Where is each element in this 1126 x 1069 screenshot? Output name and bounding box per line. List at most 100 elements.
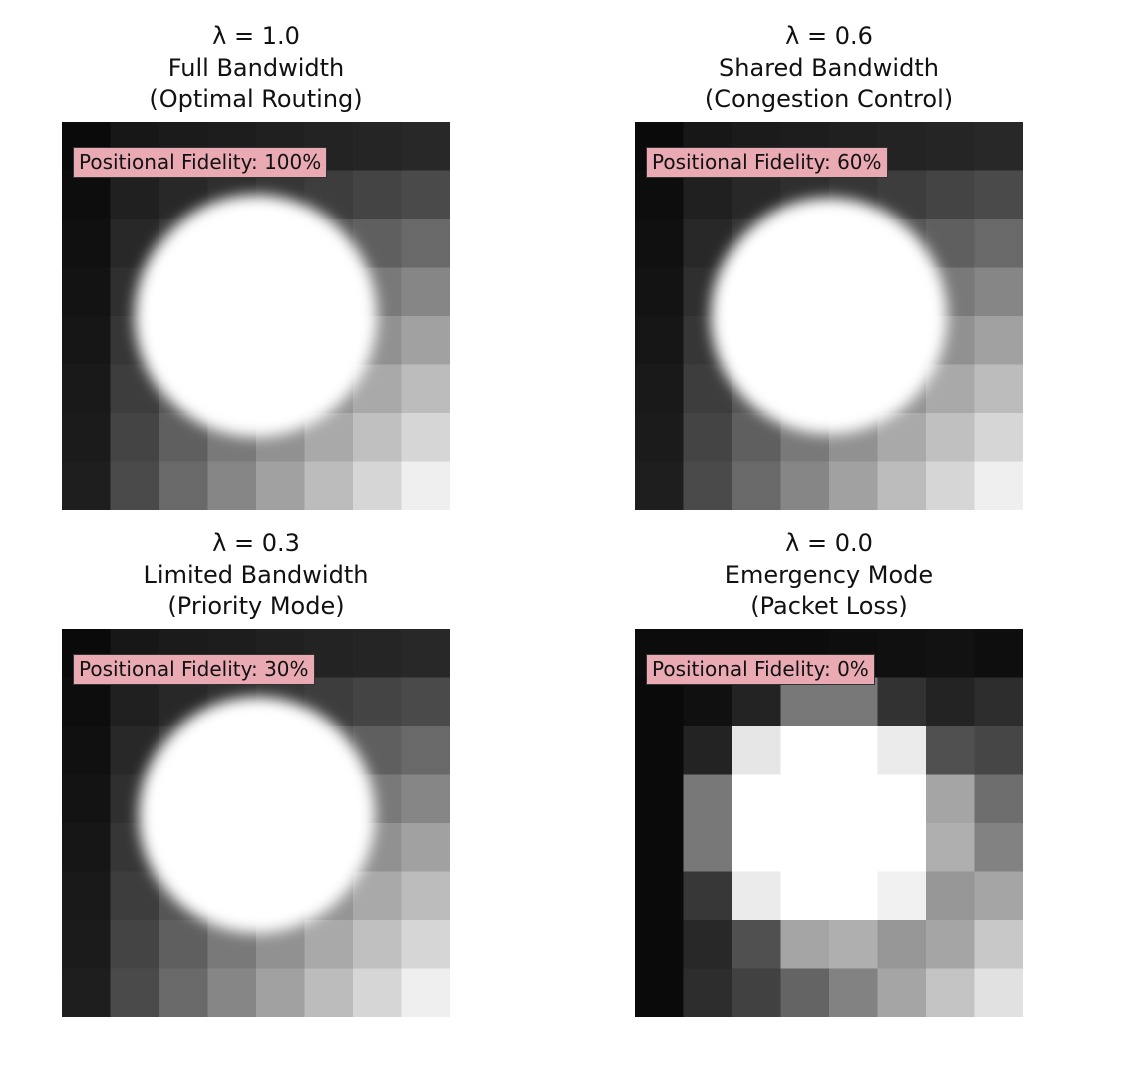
title-line: Limited Bandwidth	[143, 560, 369, 589]
pixel	[304, 461, 354, 510]
pixel	[353, 871, 402, 921]
pixel	[62, 364, 111, 414]
pixel	[635, 364, 684, 414]
pixel	[926, 823, 975, 872]
pixel	[401, 774, 450, 824]
pixel	[974, 726, 1023, 775]
pixel	[635, 170, 684, 220]
pixel	[62, 219, 111, 268]
pixel	[974, 677, 1023, 727]
pixel	[401, 267, 450, 317]
pixel	[780, 461, 830, 510]
pixel	[110, 968, 160, 1017]
pixel	[780, 968, 830, 1017]
pixel	[401, 968, 450, 1017]
pixel	[926, 677, 975, 727]
pixel	[635, 413, 684, 462]
pixel	[401, 461, 450, 510]
pixel	[829, 726, 878, 775]
pixel	[926, 629, 975, 678]
title-line: Emergency Mode	[724, 560, 934, 589]
pixel	[732, 726, 781, 775]
pixel	[207, 461, 257, 510]
panel-image	[62, 629, 450, 1017]
pixel	[877, 461, 927, 510]
title-line: (Optimal Routing)	[149, 85, 363, 113]
pixel	[877, 413, 927, 462]
pixel	[732, 871, 781, 921]
title-line: λ = 1.0	[212, 22, 300, 50]
pixel	[926, 122, 975, 171]
pixel	[926, 364, 975, 414]
pixel	[401, 920, 450, 969]
pixel	[829, 968, 878, 1017]
pixel	[635, 920, 684, 969]
pixel	[683, 219, 733, 268]
pixel	[683, 461, 733, 510]
pixel	[353, 968, 402, 1017]
pixel	[401, 316, 450, 365]
pixel	[974, 920, 1023, 969]
pixel	[353, 461, 402, 510]
pixel	[110, 170, 160, 220]
pixel	[877, 629, 927, 678]
pixel	[353, 677, 402, 727]
pixel	[401, 677, 450, 727]
pixel	[829, 823, 878, 872]
pixel	[732, 461, 781, 510]
pixel	[304, 920, 354, 969]
pixel	[353, 413, 402, 462]
title-line: λ = 0.0	[785, 529, 873, 557]
pixel	[635, 316, 684, 365]
pixel	[635, 774, 684, 824]
pixel	[683, 871, 733, 921]
title-line: λ = 0.3	[212, 529, 300, 557]
pixel	[829, 871, 878, 921]
pixel	[635, 871, 684, 921]
pixel	[780, 726, 830, 775]
pixel	[683, 364, 733, 414]
pixel	[62, 823, 111, 872]
pixel	[207, 968, 257, 1017]
pixel	[62, 461, 111, 510]
pixel	[732, 968, 781, 1017]
pixel	[635, 461, 684, 510]
pixel	[974, 871, 1023, 921]
pixel	[780, 774, 830, 824]
panel-image	[635, 122, 1023, 510]
pixel	[974, 122, 1023, 171]
pixel	[877, 968, 927, 1017]
pixel	[110, 920, 160, 969]
pixel	[683, 920, 733, 969]
pixel	[683, 774, 733, 824]
panel-title: λ = 0.6 Shared Bandwidth (Congestion Contr…	[635, 21, 1023, 116]
pixel	[732, 823, 781, 872]
pixel	[974, 968, 1023, 1017]
pixel	[635, 823, 684, 872]
pixel	[732, 413, 781, 462]
pixel	[974, 629, 1023, 678]
pixel	[732, 774, 781, 824]
pixel	[683, 413, 733, 462]
pixel	[62, 871, 111, 921]
pixel	[110, 413, 160, 462]
title-line: (Congestion Control)	[704, 85, 954, 113]
pixel	[62, 774, 111, 824]
pixel	[62, 968, 111, 1017]
fidelity-badge: Positional Fidelity: 60%	[646, 147, 888, 178]
pixel	[877, 920, 927, 969]
title-line: Shared Bandwidth	[719, 53, 939, 82]
pixel	[877, 823, 927, 872]
pixel	[256, 461, 305, 510]
pixel	[683, 968, 733, 1017]
panel-title: λ = 0.3 Limited Bandwidth (Priority Mode)	[62, 528, 450, 623]
pixel	[926, 413, 975, 462]
pixel	[926, 968, 975, 1017]
pixel	[401, 823, 450, 872]
pixel	[110, 871, 160, 921]
pixel	[683, 170, 733, 220]
pixel	[401, 413, 450, 462]
pixel	[829, 677, 878, 727]
pixel	[974, 316, 1023, 365]
pixel	[974, 774, 1023, 824]
